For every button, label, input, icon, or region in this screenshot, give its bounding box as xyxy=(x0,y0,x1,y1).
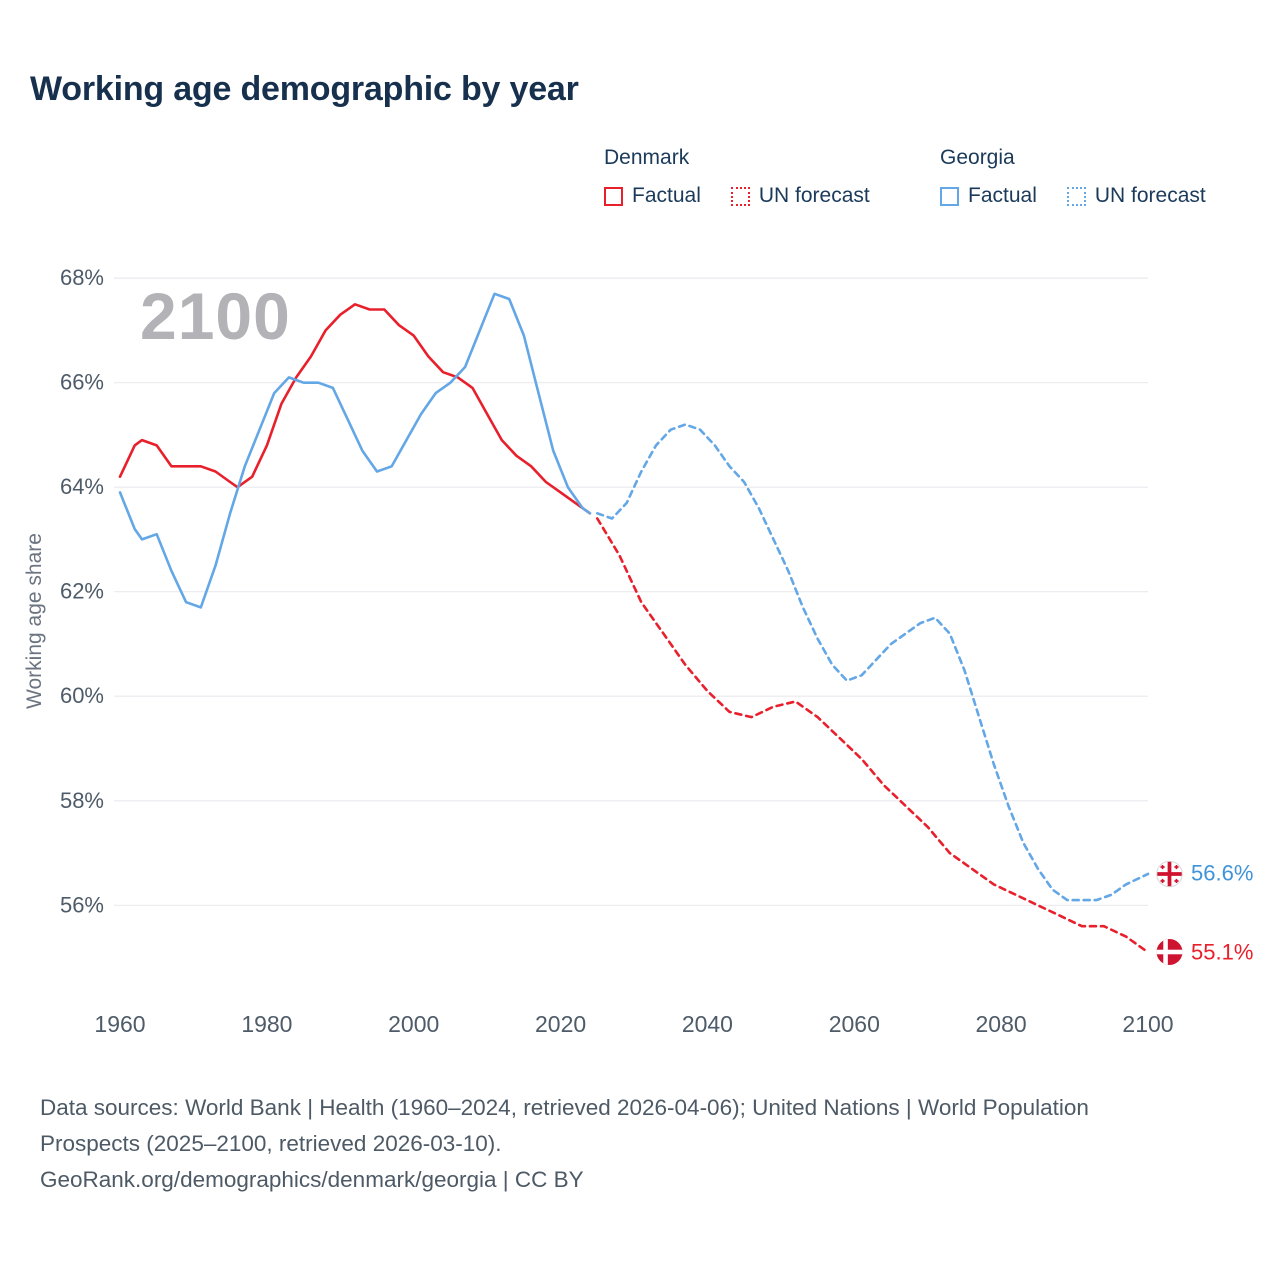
x-tick-label: 2020 xyxy=(535,1011,586,1037)
legend-item-denmark-factual: Factual xyxy=(604,184,701,208)
x-tick-label: 1980 xyxy=(241,1011,292,1037)
chart-title: Working age demographic by year xyxy=(30,70,579,108)
legend-item-georgia-forecast: UN forecast xyxy=(1066,184,1206,208)
footer: Data sources: World Bank | Health (1960–… xyxy=(40,1090,1155,1198)
denmark-forecast-swatch-icon xyxy=(730,186,750,206)
legend-group-georgia: Georgia Factual UN forecast xyxy=(940,146,1206,208)
x-tick-label: 2000 xyxy=(388,1011,439,1037)
georgia-forecast-swatch-icon xyxy=(1066,186,1086,206)
series-denmark-un-forecast xyxy=(596,517,1150,954)
y-tick-label: 64% xyxy=(60,474,104,499)
legend-items-georgia: Factual UN forecast xyxy=(940,184,1206,208)
series-georgia-factual xyxy=(118,292,592,609)
legend-label: UN forecast xyxy=(1094,184,1206,207)
legend-label: UN forecast xyxy=(758,184,870,207)
y-tick-label: 56% xyxy=(60,892,104,917)
y-tick-label: 66% xyxy=(60,370,104,395)
legend-item-georgia-factual: Factual xyxy=(940,184,1037,208)
y-tick-label: 60% xyxy=(60,683,104,708)
legend-label: Factual xyxy=(968,184,1037,207)
attribution-text: GeoRank.org/demographics/denmark/georgia… xyxy=(40,1167,584,1192)
y-tick-label: 68% xyxy=(60,265,104,290)
y-tick-label: 58% xyxy=(60,788,104,813)
x-tick-label: 2100 xyxy=(1122,1011,1173,1037)
end-label-denmark: 55.1% xyxy=(1156,939,1253,966)
y-tick-label: 62% xyxy=(60,579,104,604)
denmark-end-value: 55.1% xyxy=(1191,939,1254,965)
legend-country-georgia: Georgia xyxy=(940,146,1015,169)
x-tick-label: 2080 xyxy=(976,1011,1027,1037)
legend-country-denmark: Denmark xyxy=(604,146,690,169)
watermark-year: 2100 xyxy=(140,279,291,353)
x-tick-label: 2060 xyxy=(829,1011,880,1037)
denmark-factual-swatch-icon xyxy=(604,186,623,206)
georgia-flag-icon xyxy=(1156,860,1183,888)
legend-items-denmark: Factual UN forecast xyxy=(604,184,870,208)
denmark-flag-icon xyxy=(1156,939,1183,966)
georgia-factual-swatch-icon xyxy=(940,186,959,206)
legend-group-denmark: Denmark Factual UN forecast xyxy=(604,146,870,208)
series-denmark-factual xyxy=(118,303,592,515)
georgia-end-value: 56.6% xyxy=(1191,860,1254,886)
legend-item-denmark-forecast: UN forecast xyxy=(730,184,870,208)
end-label-georgia: 56.6% xyxy=(1156,860,1254,888)
series-georgia-un-forecast xyxy=(596,423,1150,902)
x-tick-label: 2040 xyxy=(682,1011,733,1037)
legend-label: Factual xyxy=(632,184,701,207)
x-tick-label: 1960 xyxy=(94,1011,145,1037)
data-sources-text: Data sources: World Bank | Health (1960–… xyxy=(40,1095,1089,1156)
